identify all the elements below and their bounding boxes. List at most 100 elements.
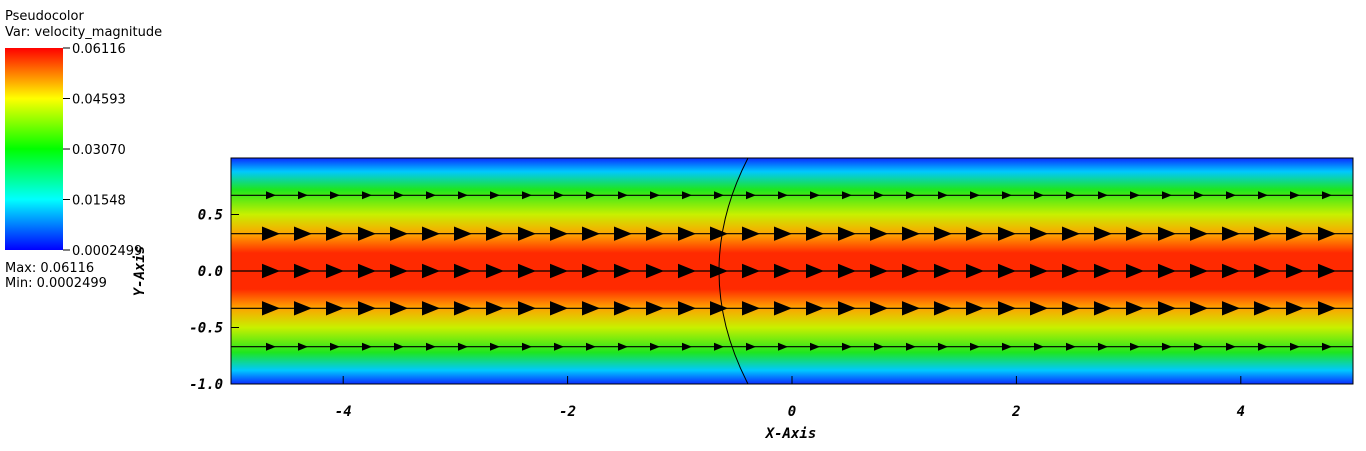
arrow [1126, 301, 1144, 316]
arrow [870, 263, 888, 279]
colorbar [5, 48, 63, 250]
arrow [778, 191, 788, 200]
arrow [902, 301, 920, 316]
arrow [518, 263, 536, 279]
y-tick-label: -1.0 [189, 377, 223, 393]
arrow [746, 191, 756, 200]
arrow [870, 301, 888, 316]
colorbar-tick-label: 0.0002499 [72, 244, 142, 259]
arrow [394, 191, 404, 200]
arrow [1002, 342, 1012, 351]
arrow [486, 226, 504, 241]
arrow [422, 263, 440, 279]
arrow [710, 226, 728, 241]
arrow [1062, 226, 1080, 241]
arrow [330, 191, 340, 200]
arrow [710, 301, 728, 316]
arrow [550, 263, 568, 279]
arrow [298, 342, 308, 351]
arrow [966, 263, 984, 279]
arrow [934, 226, 952, 241]
arrow [1322, 191, 1332, 200]
arrow [934, 263, 952, 279]
arrow [682, 191, 692, 200]
arrow [326, 263, 344, 279]
y-axis-label: Y-Axis [132, 246, 148, 297]
arrow [646, 263, 664, 279]
arrow [326, 226, 344, 241]
arrow [1158, 263, 1176, 279]
arrow [294, 226, 312, 241]
arrow [614, 263, 632, 279]
arrow [1254, 226, 1272, 241]
arrow [554, 342, 564, 351]
arrow [586, 191, 596, 200]
arrow [518, 301, 536, 316]
arrow [362, 342, 372, 351]
arrow [1190, 226, 1208, 241]
x-axis-label: X-Axis [765, 426, 817, 442]
arrow [934, 301, 952, 316]
arrow [1222, 301, 1240, 316]
arrow [294, 301, 312, 316]
colorbar-tick-label: 0.04593 [72, 93, 126, 108]
arrow [1158, 226, 1176, 241]
arrow [1098, 342, 1108, 351]
arrow [1126, 263, 1144, 279]
legend-max: Max: 0.06116 [5, 261, 94, 276]
arrow [1254, 301, 1272, 316]
arrow [458, 342, 468, 351]
arrow [1194, 191, 1204, 200]
arrow [1094, 301, 1112, 316]
arrow [1034, 191, 1044, 200]
arrow [874, 342, 884, 351]
arrow [522, 342, 532, 351]
arrow [1318, 301, 1336, 316]
arrow [1190, 301, 1208, 316]
arrow [358, 263, 376, 279]
arrow [938, 191, 948, 200]
arrow [618, 342, 628, 351]
arrow [390, 226, 408, 241]
arrow [778, 342, 788, 351]
arrow [426, 342, 436, 351]
arrow [1030, 301, 1048, 316]
arrow [646, 301, 664, 316]
x-tick-label: 0 [788, 404, 796, 420]
arrow [902, 226, 920, 241]
legend-min: Min: 0.0002499 [5, 276, 107, 291]
arrow [262, 301, 280, 316]
arrow [806, 226, 824, 241]
arrow [1066, 191, 1076, 200]
arrow [742, 226, 760, 241]
arrow [774, 301, 792, 316]
arrow [1130, 191, 1140, 200]
arrow [1190, 263, 1208, 279]
arrow [998, 263, 1016, 279]
x-tick-label: 2 [1011, 404, 1020, 420]
arrow [998, 226, 1016, 241]
arrow [618, 191, 628, 200]
arrow [970, 342, 980, 351]
arrow [1126, 226, 1144, 241]
arrow [1162, 191, 1172, 200]
arrow [1094, 226, 1112, 241]
arrow [266, 342, 276, 351]
arrow [454, 263, 472, 279]
arrow [358, 226, 376, 241]
legend-variable: Var: velocity_magnitude [5, 25, 162, 40]
arrow [490, 342, 500, 351]
arrow [678, 226, 696, 241]
arrow [614, 226, 632, 241]
arrow [1062, 301, 1080, 316]
legend-title: Pseudocolor [5, 9, 84, 24]
arrow [874, 191, 884, 200]
arrow [262, 226, 280, 241]
colorbar-tick-label: 0.03070 [72, 143, 126, 158]
arrow [262, 263, 280, 279]
arrow [1258, 342, 1268, 351]
arrow [906, 342, 916, 351]
arrow [650, 342, 660, 351]
arrow [582, 226, 600, 241]
